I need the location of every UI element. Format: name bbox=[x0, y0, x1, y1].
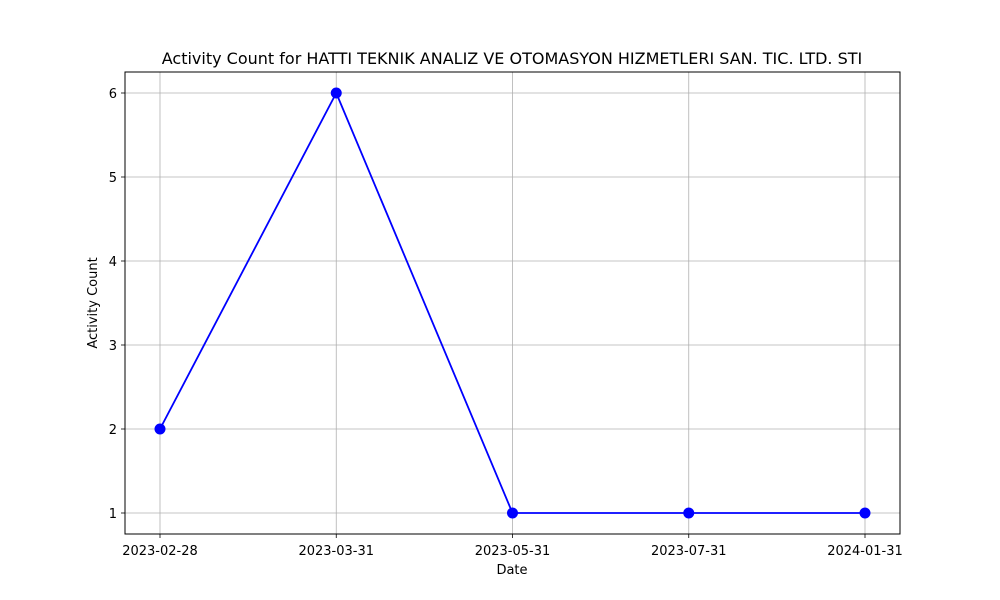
data-point bbox=[330, 87, 342, 99]
x-tick-label: 2023-03-31 bbox=[298, 544, 374, 559]
data-point bbox=[859, 507, 871, 519]
data-point bbox=[683, 507, 695, 519]
y-tick-label: 6 bbox=[109, 87, 117, 102]
y-tick-label: 2 bbox=[109, 423, 117, 438]
y-axis-ticks: 1 2 3 4 5 6 bbox=[109, 87, 125, 522]
data-point bbox=[507, 507, 518, 519]
y-tick-label: 3 bbox=[109, 339, 117, 354]
x-tick-label: 2024-01-31 bbox=[827, 544, 903, 559]
series-layer bbox=[154, 87, 871, 519]
data-point bbox=[154, 423, 166, 435]
y-tick-label: 4 bbox=[109, 255, 117, 270]
y-tick-label: 1 bbox=[109, 507, 117, 522]
x-tick-label: 2023-05-31 bbox=[475, 544, 551, 559]
y-tick-label: 5 bbox=[109, 171, 117, 186]
x-axis-ticks: 2023-02-28 2023-03-31 2023-05-31 2023-07-31… bbox=[122, 534, 903, 559]
x-tick-label: 2023-02-28 bbox=[122, 544, 198, 559]
y-axis-label: Activity Count bbox=[86, 257, 101, 348]
x-axis-label: Date bbox=[496, 563, 527, 578]
x-tick-label: 2023-07-31 bbox=[651, 544, 727, 559]
chart-title: Activity Count for HATTI TEKNIK ANALIZ V… bbox=[162, 49, 863, 68]
